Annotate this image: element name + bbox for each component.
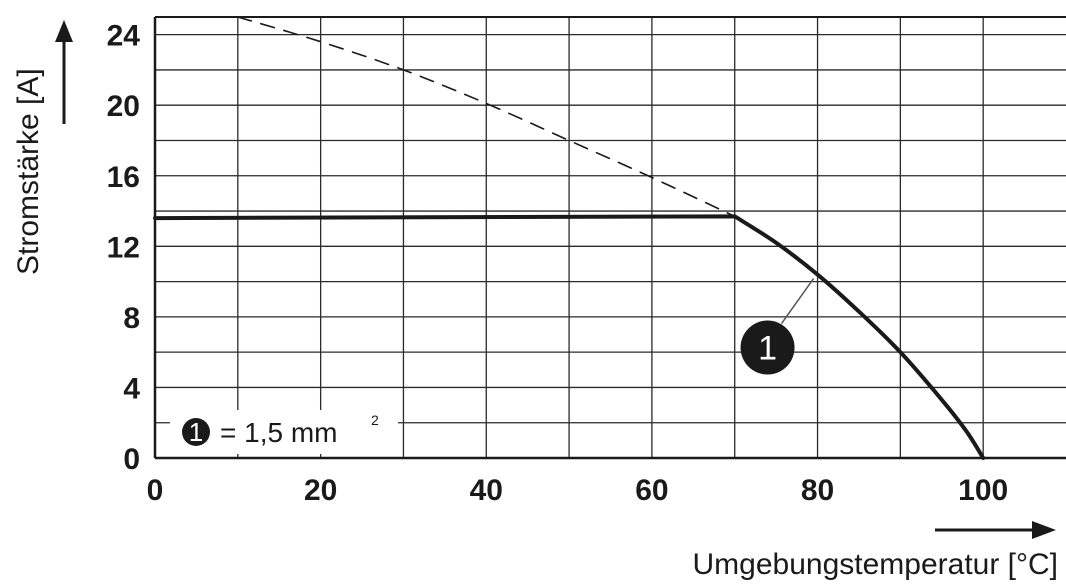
x-tick-label: 40 [470,474,503,507]
grid [153,16,1066,460]
legend-text: = 1,5 mm [220,417,337,448]
x-tick-label: 80 [801,474,834,507]
annotation-circle [740,320,795,375]
x-tick-label: 0 [147,474,164,507]
x-tick-label: 20 [304,474,337,507]
legend-superscript: 2 [371,412,379,428]
y-tick-label: 8 [123,302,140,335]
y-tick-label: 24 [107,20,141,53]
y-tick-label: 20 [107,90,140,123]
x-axis-arrow [935,521,1056,539]
y-tick-label: 0 [123,443,140,476]
legend-marker-circle [182,418,210,446]
y-axis-label: Stromstärke [A] [12,68,45,275]
y-tick-label: 16 [107,161,140,194]
x-tick-label: 100 [958,474,1008,507]
y-tick-label: 12 [107,231,140,264]
annotation-label: 1 [758,330,777,368]
x-axis-label: Umgebungstemperatur [°C] [693,548,1059,581]
legend-marker-label: 1 [189,417,203,447]
y-tick-label: 4 [123,372,140,405]
series-line-dashed [237,16,736,218]
y-axis-arrow [55,20,73,124]
annotation-marker-1: 1 [740,278,815,375]
x-tick-label: 60 [635,474,668,507]
series-line-solid [153,214,986,460]
annotation-leader-line [780,278,815,324]
legend: 1 = 1,5 mm 2 [170,410,398,454]
series-layer [153,16,986,460]
